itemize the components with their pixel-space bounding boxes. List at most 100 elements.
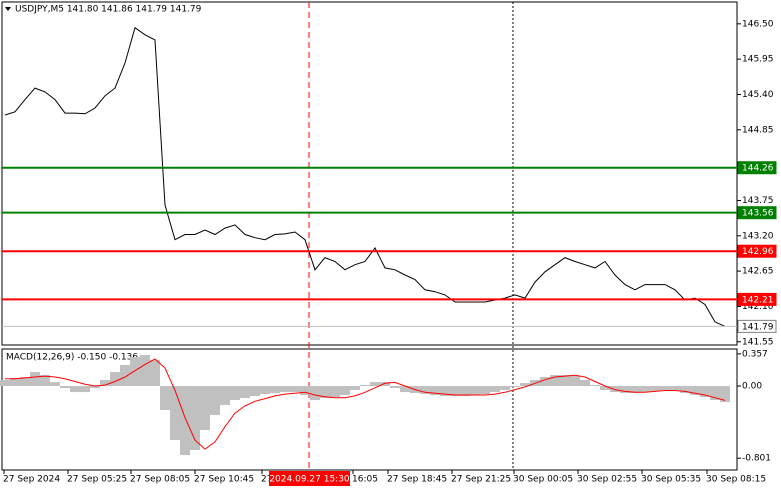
- macd-bar: [260, 386, 270, 395]
- macd-bar: [10, 378, 20, 387]
- macd-bar: [210, 386, 220, 416]
- macd-bar: [250, 386, 260, 397]
- y-tick-label: 146.50: [742, 19, 774, 29]
- macd-bar: [270, 386, 280, 394]
- cursor-time: 2024.09.27 15:30: [269, 475, 350, 485]
- macd-bar: [200, 386, 210, 430]
- macd-bar: [300, 386, 310, 396]
- level-label-box: [737, 206, 777, 220]
- macd-bar: [90, 386, 100, 389]
- x-tick-label: 27 Sep 10:45: [194, 475, 254, 485]
- macd-bar: [280, 386, 290, 393]
- level-label: 142.21: [742, 295, 774, 305]
- y-tick-label: 0.357: [742, 349, 768, 359]
- macd-bar: [650, 386, 660, 392]
- x-tick-label: 27: [261, 475, 272, 485]
- x-tick-label: 30 Sep 08:15: [706, 475, 766, 485]
- level-label-box: [737, 319, 777, 333]
- macd-bar: [60, 386, 70, 389]
- macd-bar: [490, 386, 500, 393]
- y-tick-label: 142.10: [742, 302, 774, 312]
- macd-bar: [290, 386, 300, 393]
- macd-header: MACD(12,26,9) -0.150 -0.136: [6, 353, 138, 363]
- macd-bar: [660, 386, 670, 390]
- macd-bar: [120, 365, 130, 387]
- macd-panel: [1, 348, 738, 471]
- x-tick-label: 27 Sep 21:25: [451, 475, 511, 485]
- macd-bar: [430, 386, 440, 396]
- cursor-time-box: [269, 471, 350, 486]
- macd-bar: [450, 386, 460, 397]
- macd-bar: [580, 379, 590, 387]
- header-arrow: [5, 7, 11, 11]
- macd-bar: [0, 379, 10, 387]
- y-tick-label: -0.801: [742, 454, 771, 464]
- macd-bar: [330, 386, 340, 398]
- price-line: [4, 26, 726, 327]
- macd-bar: [500, 386, 510, 390]
- macd-bar: [50, 382, 60, 387]
- y-tick-label: 143.75: [742, 196, 774, 206]
- macd-bar: [160, 386, 170, 410]
- x-tick-label: 30 Sep 05:35: [641, 475, 701, 485]
- macd-bar: [680, 386, 690, 394]
- macd-bar: [310, 386, 320, 400]
- macd-bar: [480, 386, 490, 395]
- macd-bar: [630, 386, 640, 394]
- macd-bar: [710, 386, 720, 400]
- macd-bar: [130, 357, 140, 387]
- macd-bar: [240, 386, 250, 399]
- y-tick-label: 145.40: [742, 90, 774, 100]
- macd-bar: [470, 386, 480, 396]
- level-label-box: [737, 161, 777, 175]
- macd-bar: [510, 386, 520, 388]
- macd-bar: [620, 386, 630, 394]
- macd-bar: [550, 375, 560, 387]
- y-tick-label: 145.95: [742, 55, 774, 65]
- macd-bar: [370, 382, 380, 387]
- macd-bar: [100, 379, 110, 387]
- x-tick-label: 30 Sep 02:55: [577, 475, 637, 485]
- macd-bar: [230, 386, 240, 400]
- x-tick-label: 27 Sep 08:05: [130, 475, 190, 485]
- y-tick-label: 0.00: [742, 382, 762, 392]
- macd-bar: [390, 386, 400, 389]
- level-label: 142.96: [742, 247, 774, 257]
- macd-bar: [700, 386, 710, 398]
- macd-bar: [190, 386, 200, 450]
- x-tick-label: 16:05: [352, 475, 378, 485]
- macd-bar: [20, 377, 30, 387]
- level-label: 143.56: [742, 209, 774, 219]
- y-tick-label: 143.20: [742, 231, 774, 241]
- x-tick-label: 30 Sep 00:05: [513, 475, 573, 485]
- signal-line: [5, 358, 726, 450]
- y-tick-label: 141.55: [742, 337, 774, 347]
- macd-bar: [570, 376, 580, 387]
- macd-bar: [140, 355, 150, 387]
- chart-header: USDJPY,M5 141.80 141.86 141.79 141.79: [15, 5, 202, 15]
- macd-bar: [150, 359, 160, 387]
- y-tick-label: 142.65: [742, 267, 774, 277]
- level-label: 144.26: [742, 164, 774, 174]
- macd-bar: [640, 386, 650, 393]
- macd-bar: [720, 386, 730, 403]
- macd-bar: [690, 386, 700, 396]
- macd-bar: [180, 386, 190, 456]
- macd-bar: [420, 386, 430, 395]
- macd-bar: [30, 372, 40, 387]
- level-label-box: [737, 292, 777, 306]
- y-tick-label: 144.85: [742, 125, 774, 135]
- level-label: 141.79: [742, 322, 774, 332]
- macd-bar: [600, 386, 610, 390]
- macd-bar: [400, 386, 410, 393]
- macd-bar: [340, 386, 350, 396]
- macd-bar: [80, 386, 90, 393]
- macd-bar: [540, 377, 550, 387]
- x-tick-label: 27 Sep 05:25: [67, 475, 127, 485]
- macd-bar: [360, 385, 370, 387]
- macd-bar: [560, 375, 570, 387]
- macd-bar: [460, 386, 470, 397]
- macd-bar: [520, 383, 530, 387]
- macd-bar: [670, 386, 680, 392]
